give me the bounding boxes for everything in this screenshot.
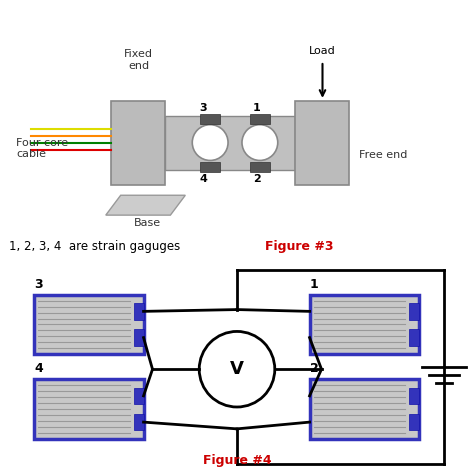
Text: Figure #3: Figure #3 (265, 240, 333, 253)
Polygon shape (106, 195, 185, 215)
FancyBboxPatch shape (409, 303, 419, 319)
FancyBboxPatch shape (310, 295, 419, 354)
FancyBboxPatch shape (134, 388, 144, 404)
FancyBboxPatch shape (165, 116, 295, 170)
Circle shape (199, 331, 275, 407)
FancyBboxPatch shape (200, 163, 220, 173)
Text: 2: 2 (310, 362, 319, 375)
FancyBboxPatch shape (409, 388, 419, 404)
Text: 1, 2, 3, 4  are strain gaguges: 1, 2, 3, 4 are strain gaguges (9, 240, 181, 253)
Text: Figure #4: Figure #4 (203, 454, 271, 466)
Text: 3: 3 (34, 278, 43, 291)
Text: V: V (230, 360, 244, 378)
FancyBboxPatch shape (34, 295, 144, 354)
Text: 2: 2 (253, 174, 261, 184)
Text: Four core
cable: Four core cable (16, 138, 68, 159)
Text: Load: Load (309, 46, 336, 56)
Text: Fixed
end: Fixed end (124, 49, 153, 71)
Circle shape (242, 125, 278, 161)
Text: 3: 3 (200, 103, 207, 113)
FancyBboxPatch shape (409, 414, 419, 430)
FancyBboxPatch shape (111, 101, 165, 185)
FancyBboxPatch shape (134, 414, 144, 430)
Text: 4: 4 (199, 174, 207, 184)
FancyBboxPatch shape (134, 303, 144, 319)
FancyBboxPatch shape (134, 329, 144, 346)
FancyBboxPatch shape (409, 329, 419, 346)
FancyBboxPatch shape (310, 379, 419, 439)
Circle shape (192, 125, 228, 161)
Text: 4: 4 (34, 362, 43, 375)
FancyBboxPatch shape (250, 163, 270, 173)
Text: Base: Base (134, 218, 161, 228)
FancyBboxPatch shape (200, 114, 220, 124)
Text: Free end: Free end (359, 150, 408, 161)
Text: 1: 1 (253, 103, 261, 113)
FancyBboxPatch shape (34, 379, 144, 439)
FancyBboxPatch shape (295, 101, 349, 185)
Text: 1: 1 (310, 278, 319, 291)
FancyBboxPatch shape (250, 114, 270, 124)
